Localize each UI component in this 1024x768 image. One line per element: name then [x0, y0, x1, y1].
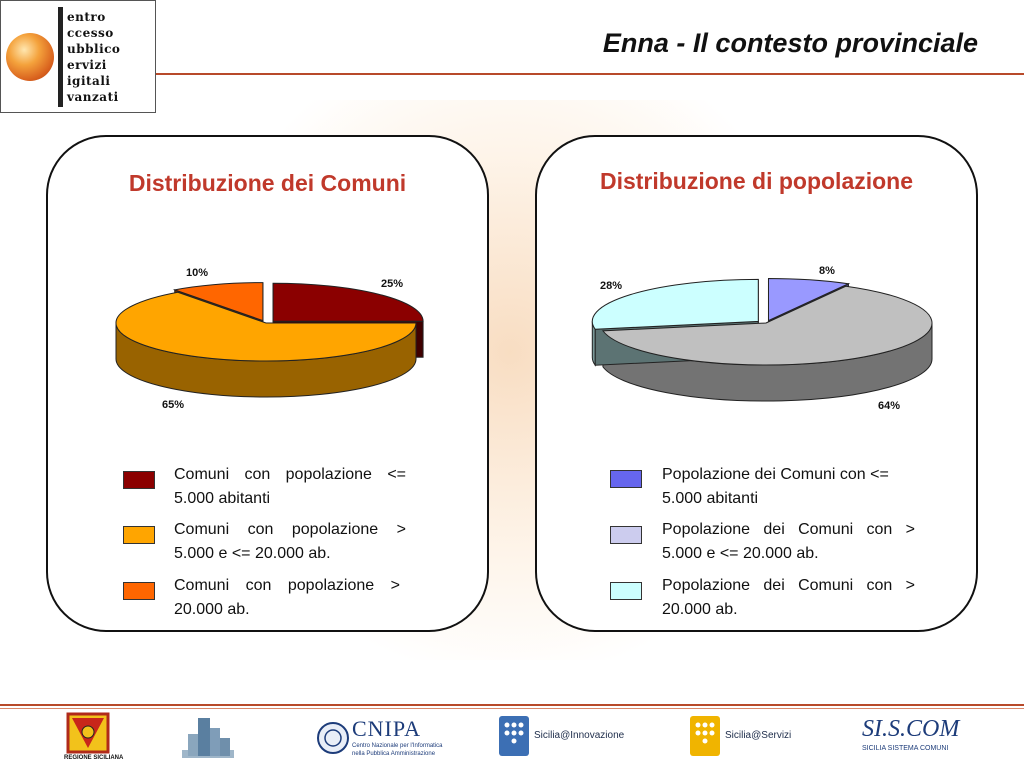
- dots-icon: [690, 716, 720, 756]
- logo-word: ccesso: [67, 26, 114, 40]
- cnipa-logo: CNIPA Centro Nazionale per l'Informatica…: [316, 712, 443, 764]
- buildings-icon: [182, 718, 234, 758]
- cnipa-subtitle: Centro Nazionale per l'Informatica: [352, 743, 443, 749]
- panel-distribuzione-comuni: Distribuzione dei Comuni 25% 65% 10% Comun…: [46, 135, 489, 632]
- legend-swatch: [123, 526, 155, 544]
- page-title: Enna - Il contesto provinciale: [602, 28, 978, 58]
- header-divider: [156, 73, 1024, 75]
- pie-slice: [115, 291, 417, 362]
- buildings-logo: [178, 712, 238, 764]
- legend-label: Comuni con popolazione > 20.000 ab.: [174, 577, 400, 618]
- legend-label: Popolazione dei Comuni con > 20.000 ab.: [662, 577, 915, 618]
- sicilia-innovazione-logo: Sicilia@Innovazione: [499, 712, 629, 764]
- logo-word: igitali: [67, 74, 111, 88]
- pie-chart-popolazione: 8% 64% 28%: [591, 265, 933, 412]
- chart-title: Distribuzione dei Comuni: [128, 170, 407, 196]
- cnipa-label: CNIPA: [352, 716, 421, 741]
- sicilia-servizi-logo: Sicilia@Servizi: [690, 712, 810, 764]
- dots-icon: [499, 716, 529, 756]
- regione-siciliana-logo: REGIONE SICILIANA: [62, 712, 123, 764]
- pie-chart-comuni: 25% 65% 10%: [115, 267, 424, 411]
- pie-slice: [591, 278, 759, 330]
- seal-icon: [317, 722, 349, 754]
- legend-label: Comuni con popolazione > 5.000 e <= 20.0…: [174, 521, 406, 562]
- slice-label: 25%: [381, 278, 403, 290]
- globe-icon: [6, 33, 54, 81]
- regione-label: REGIONE SICILIANA: [64, 755, 124, 761]
- logo-word: vanzati: [67, 90, 119, 104]
- servizi-label: Sicilia@Servizi: [725, 730, 792, 741]
- legend-swatch: [610, 582, 642, 600]
- chart-title: Distribuzione di popolazione: [599, 168, 914, 194]
- footer-divider: [0, 704, 1024, 706]
- legend-swatch: [610, 526, 642, 544]
- legend-swatch: [123, 582, 155, 600]
- siscom-logo: SI.S.COM SICILIA SISTEMA COMUNI: [860, 712, 960, 764]
- logo-word: ubblico: [67, 42, 121, 56]
- logo-bar: [58, 7, 63, 107]
- pie-slice: [601, 285, 933, 366]
- innovazione-label: Sicilia@Innovazione: [534, 730, 625, 741]
- logo: entro ccesso ubblico ervizi igitali vanz…: [0, 0, 156, 113]
- logo-word: ervizi: [67, 58, 107, 72]
- slice-label: 8%: [819, 265, 835, 277]
- slice-label: 28%: [600, 280, 622, 292]
- footer-divider-thin: [0, 708, 1024, 709]
- legend-label: Comuni con popolazione <= 5.000 abitanti: [174, 466, 406, 507]
- slice-label: 64%: [878, 400, 900, 412]
- logo-words: entro ccesso ubblico ervizi igitali vanz…: [67, 9, 153, 105]
- legend-label: Popolazione dei Comuni con > 5.000 e <= …: [662, 521, 915, 562]
- legend-swatch: [123, 471, 155, 489]
- panel-distribuzione-popolazione: Distribuzione di popolazione 8% 64% 28% Po…: [535, 135, 978, 632]
- slice-label: 65%: [162, 399, 184, 411]
- pie-slice: [272, 282, 424, 322]
- slice-label: 10%: [186, 267, 208, 279]
- logo-word: entro: [67, 10, 106, 24]
- cnipa-subtitle: nella Pubblica Amministrazione: [352, 751, 436, 757]
- pie-slice: [172, 282, 264, 322]
- pie-slice: [767, 278, 851, 322]
- siscom-subtitle: SICILIA SISTEMA COMUNI: [862, 745, 949, 752]
- shield-icon: [66, 712, 110, 754]
- legend-label: Popolazione dei Comuni con <= 5.000 abit…: [662, 466, 889, 507]
- legend-swatch: [610, 470, 642, 488]
- siscom-label: SI.S.COM: [862, 716, 960, 742]
